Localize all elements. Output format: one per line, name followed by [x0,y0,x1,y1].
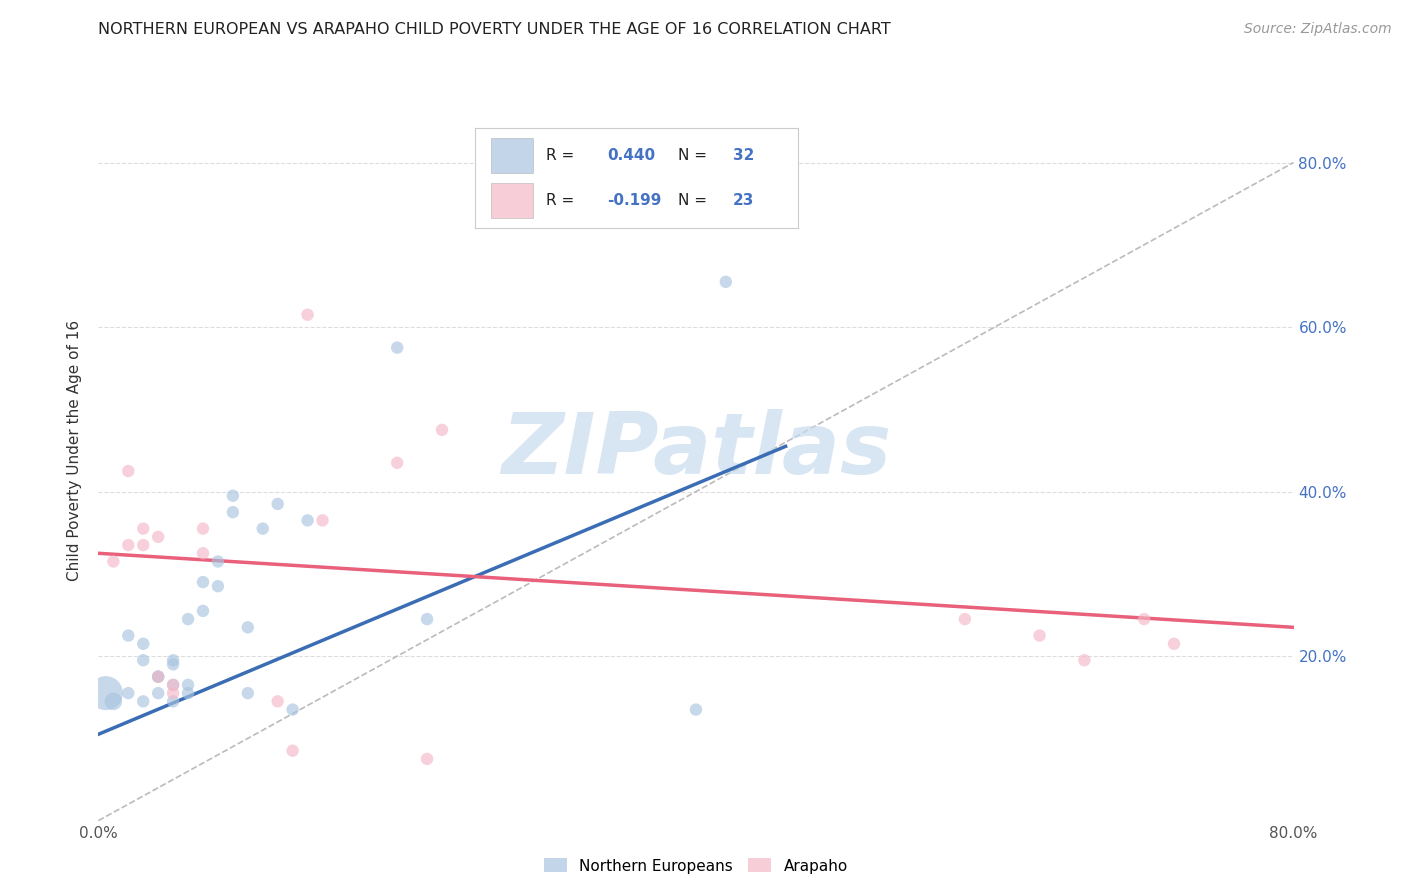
Point [267,497,290,511]
Point [162,657,184,672]
Point [236,686,259,700]
Point [685,703,707,717]
Point [267,694,290,708]
Point [162,686,184,700]
Point [162,678,184,692]
Point [103,555,125,569]
Point [385,456,409,470]
Point [117,464,139,478]
Point [385,341,409,355]
Point [148,686,170,700]
Point [207,579,229,593]
Point [416,752,439,766]
Point [132,522,155,536]
Point [714,275,737,289]
Point [148,670,170,684]
Point [148,670,170,684]
Point [1028,628,1050,642]
Point [191,546,214,560]
Point [117,538,139,552]
Point [1163,637,1185,651]
Point [117,628,139,642]
Point [207,555,229,569]
Point [311,513,333,527]
Point [222,505,245,519]
Point [953,612,976,626]
Point [252,522,274,536]
Y-axis label: Child Poverty Under the Age of 16: Child Poverty Under the Age of 16 [67,320,83,581]
Point [191,522,214,536]
Point [132,653,155,667]
Point [132,538,155,552]
Point [191,604,214,618]
Point [297,513,319,527]
Text: ZIPatlas: ZIPatlas [501,409,891,492]
Point [162,678,184,692]
Point [177,686,200,700]
Point [222,489,245,503]
Point [1073,653,1095,667]
Point [162,653,184,667]
Point [103,694,125,708]
Point [1133,612,1156,626]
Point [132,637,155,651]
Point [132,694,155,708]
Point [148,670,170,684]
Point [236,620,259,634]
Point [297,308,319,322]
Point [191,575,214,590]
Point [430,423,453,437]
Point [416,612,439,626]
Text: Source: ZipAtlas.com: Source: ZipAtlas.com [1244,22,1392,37]
Point [94,686,117,700]
Point [148,530,170,544]
Point [281,703,304,717]
Point [162,694,184,708]
Text: NORTHERN EUROPEAN VS ARAPAHO CHILD POVERTY UNDER THE AGE OF 16 CORRELATION CHART: NORTHERN EUROPEAN VS ARAPAHO CHILD POVER… [98,22,891,37]
Legend: Northern Europeans, Arapaho: Northern Europeans, Arapaho [538,853,853,880]
Point [117,686,139,700]
Point [281,744,304,758]
Point [177,612,200,626]
Point [177,678,200,692]
